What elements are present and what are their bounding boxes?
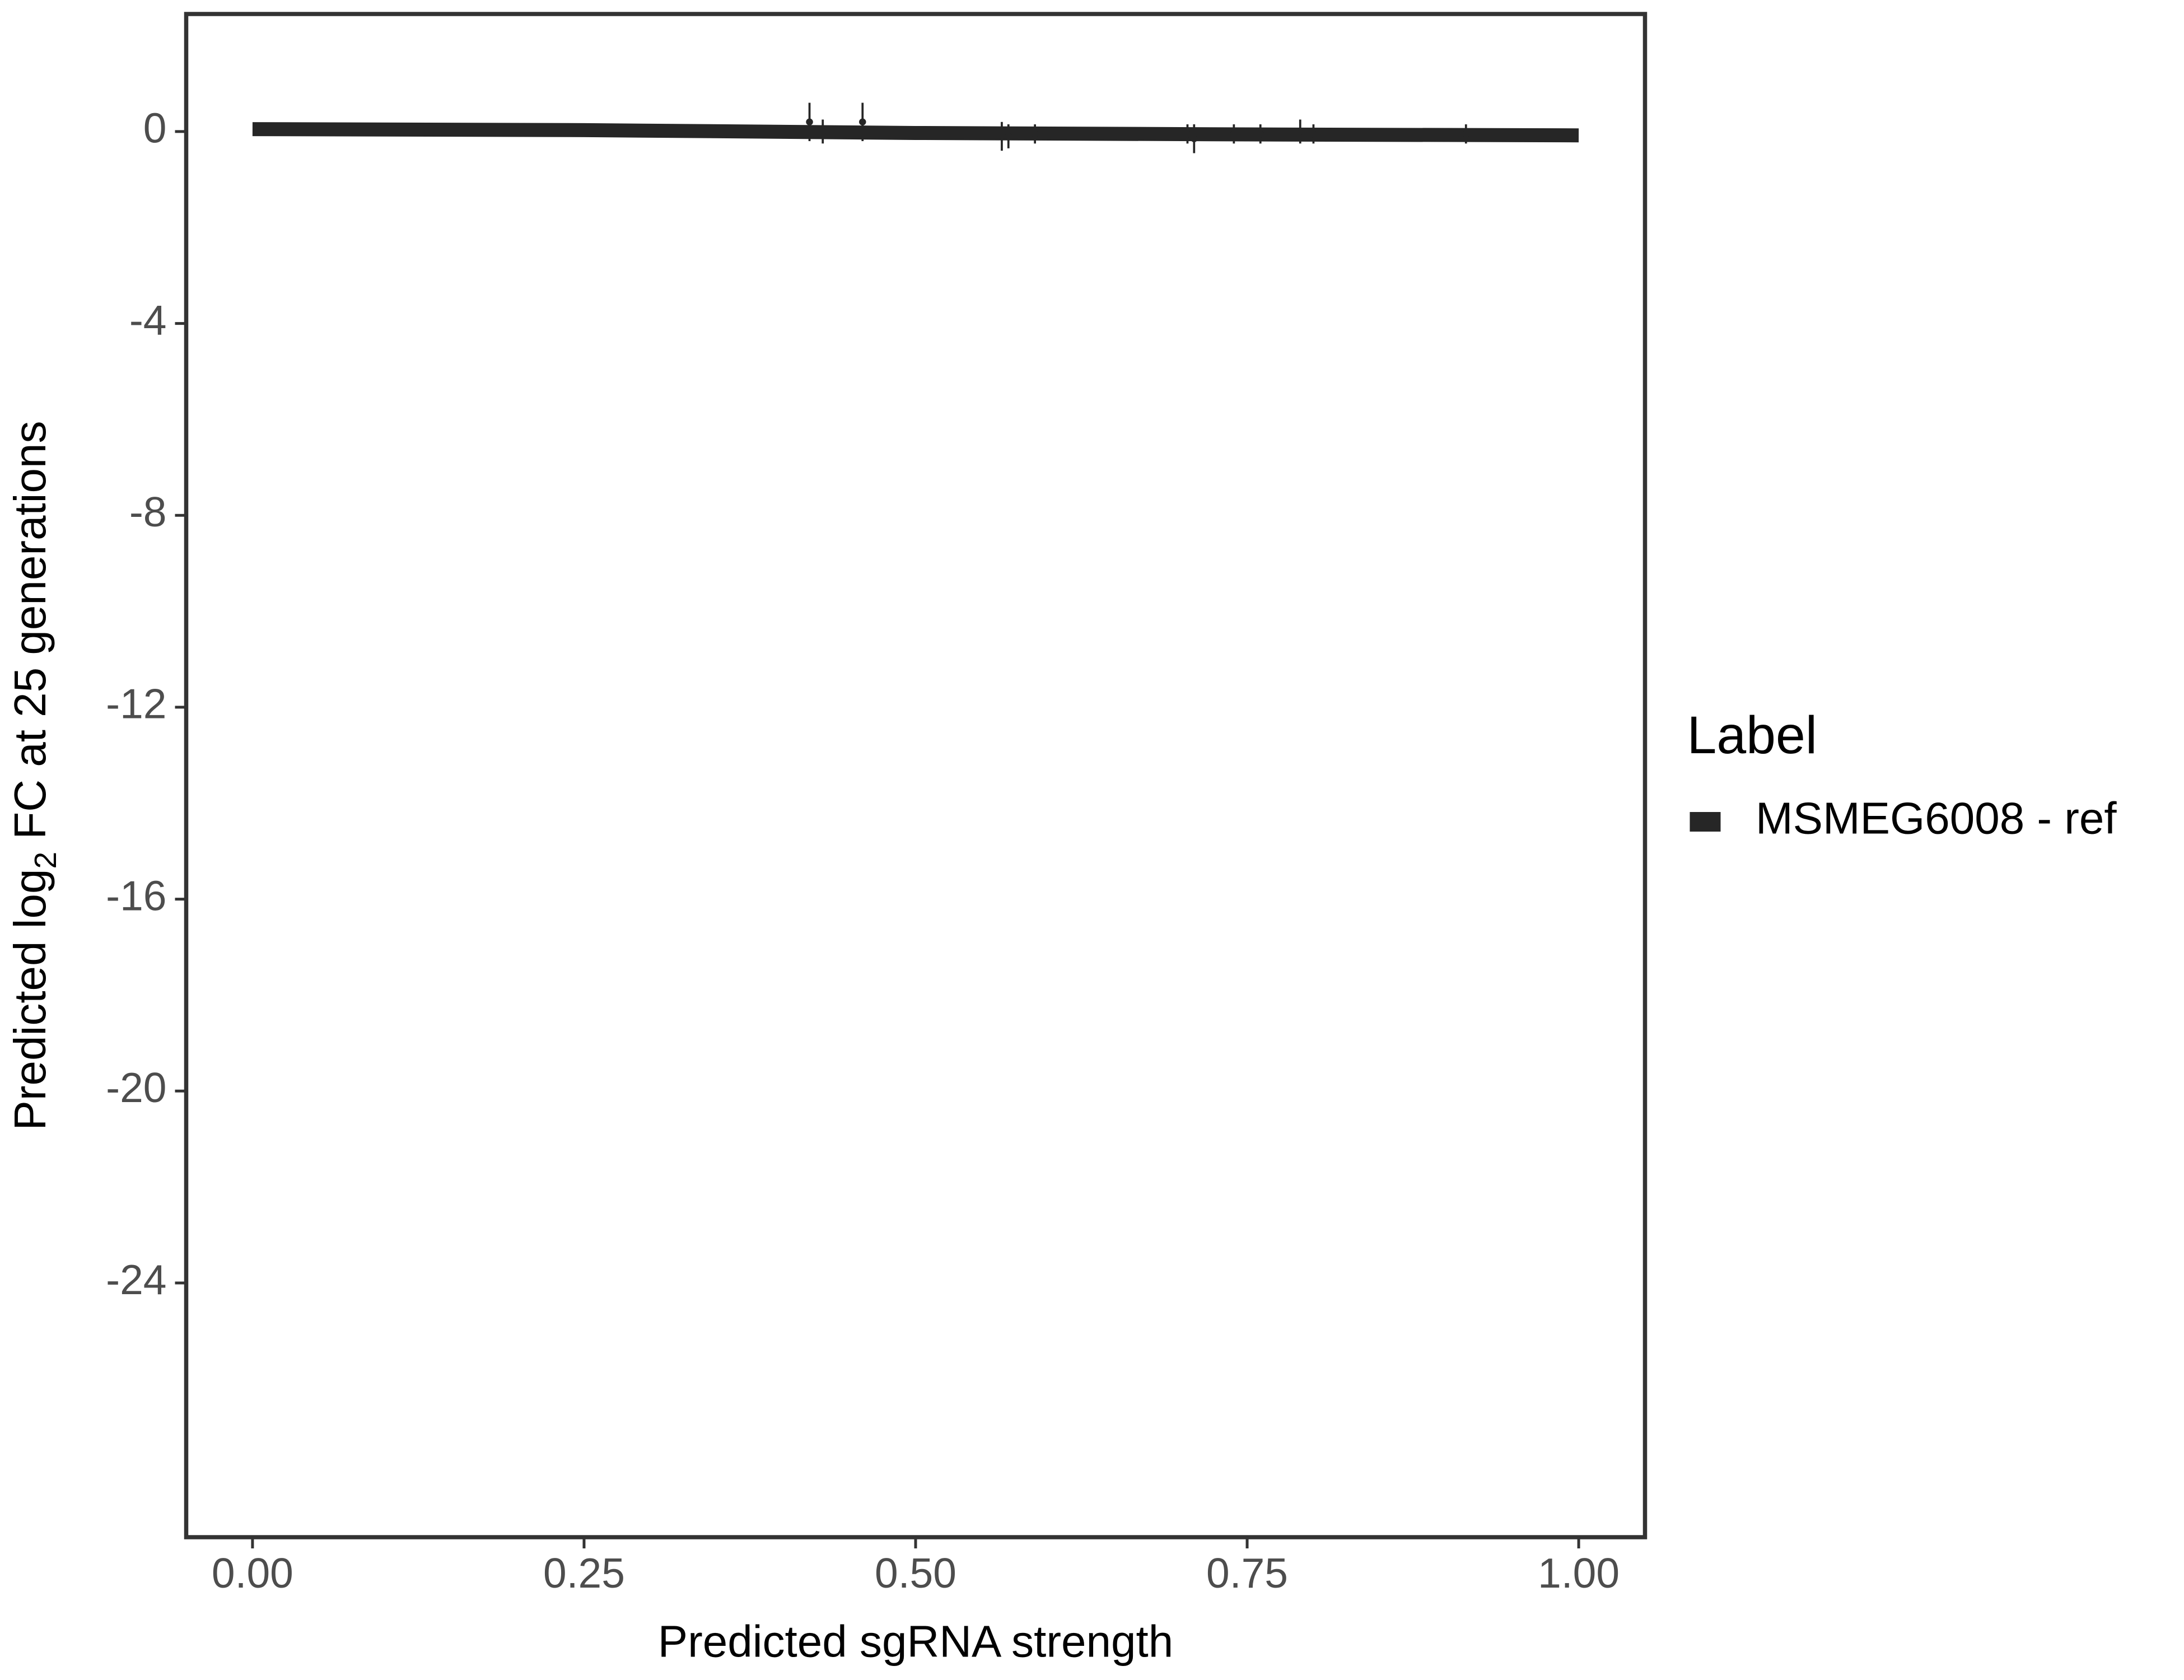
legend-title: Label [1687,706,1817,765]
y-tick-label: 0 [143,105,167,152]
y-axis-title: Predicted log2 FC at 25 generations [5,421,62,1131]
point [806,118,813,126]
y-axis-title-part: Predicted log [5,869,55,1130]
legend-label: MSMEG6008 - ref [1756,794,2117,843]
legend-key [1690,812,1721,832]
y-axis-title-part: FC at 25 generations [5,421,55,852]
point [1191,135,1198,142]
y-tick-label: -8 [129,488,167,535]
y-tick-label: -24 [106,1256,166,1303]
x-tick-label: 0.50 [875,1550,956,1597]
point [819,128,827,136]
y-tick-label: -20 [106,1064,166,1111]
y-tick-label: -4 [129,296,167,343]
x-tick-label: 0.25 [543,1550,625,1597]
point [1230,130,1238,138]
point [1031,130,1039,138]
point [1310,130,1317,138]
point [998,133,1006,140]
point [1296,128,1304,136]
point [1462,130,1470,138]
x-tick-label: 1.00 [1538,1550,1620,1597]
fit-line [252,122,1579,143]
point [1257,130,1264,138]
y-axis-title-sub: 2 [28,852,63,869]
y-tick-label: -16 [106,872,166,919]
point [1005,133,1012,140]
point [1184,130,1191,138]
x-tick-label: 0.00 [212,1550,293,1597]
plot-frame [184,12,1648,1539]
x-tick-label: 0.75 [1206,1550,1288,1597]
y-tick-label: -12 [106,680,166,727]
x-axis-title: Predicted sgRNA strength [658,1617,1173,1667]
point [859,118,866,126]
